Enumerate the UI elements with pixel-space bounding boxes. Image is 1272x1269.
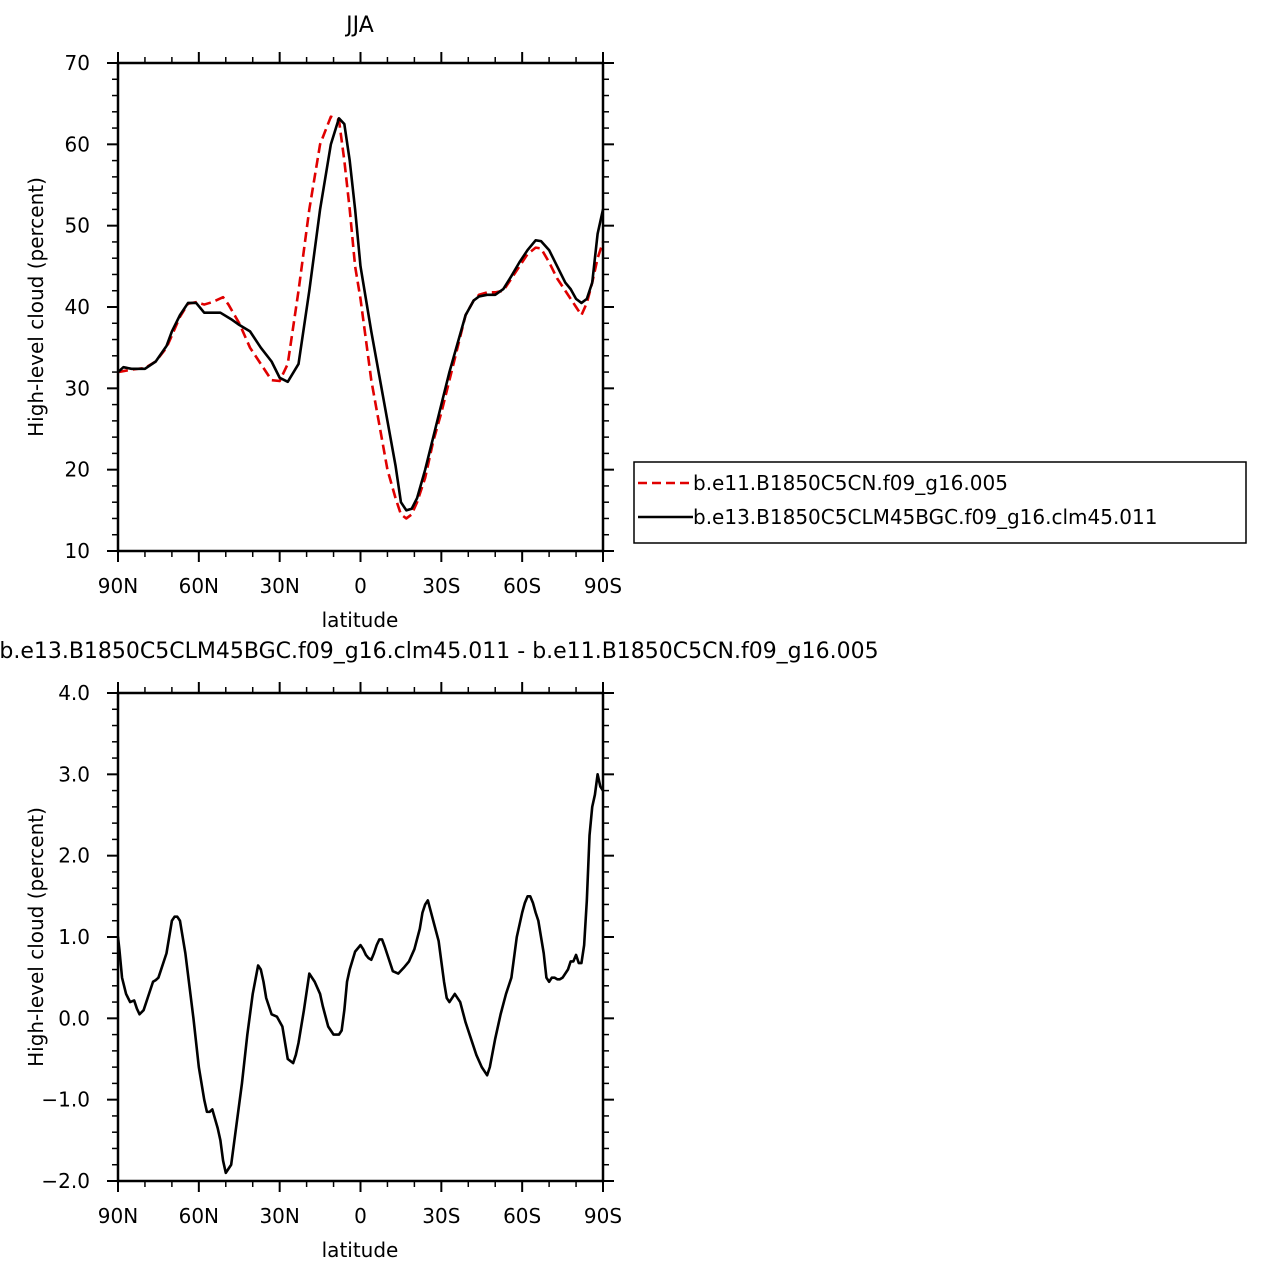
- top-y-tick-label: 20: [65, 458, 90, 482]
- bottom-x-tick-label: 90N: [98, 1204, 138, 1228]
- bottom-plot-frame: [116, 691, 605, 1183]
- bottom-x-tick-label: 60N: [179, 1204, 219, 1228]
- legend-box: [633, 461, 1247, 544]
- top-series: [118, 115, 603, 520]
- bottom-panel: b.e13.B1850C5CLM45BGC.f09_g16.clm45.011 …: [0, 639, 879, 1262]
- legend-label-series-1: b.e11.B1850C5CN.f09_g16.005: [693, 471, 1008, 495]
- bottom-y-tick-label: −2.0: [41, 1169, 90, 1193]
- bottom-y-tick-label: 2.0: [58, 844, 90, 868]
- bottom-ticks: 90N 60N 30N 0 30S 60S 90S −2.0 −1.0 0.0 1.0 2.0 3.0 4…: [41, 681, 622, 1228]
- bottom-x-tick-label: 30N: [259, 1204, 299, 1228]
- top-y-tick-label: 10: [65, 539, 90, 563]
- top-series-line-2: [118, 117, 603, 512]
- top-x-tick-label: 30S: [422, 574, 460, 598]
- bottom-x-axis-title: latitude: [322, 1238, 399, 1262]
- top-x-tick-label: 30N: [259, 574, 299, 598]
- bottom-x-tick-label: 0: [354, 1204, 367, 1228]
- top-panel: JJA 90N 60N 30N 0 30S 60S 90S 10 20 30 40 50 60 70 la…: [24, 13, 1247, 632]
- bottom-series-line-1: [118, 773, 603, 1175]
- top-x-tick-label: 90S: [584, 574, 622, 598]
- bottom-y-tick-label: 1.0: [58, 925, 90, 949]
- bottom-y-tick-label: 0.0: [58, 1006, 90, 1030]
- top-x-tick-label: 60N: [179, 574, 219, 598]
- bottom-y-tick-label: −1.0: [41, 1088, 90, 1112]
- bottom-x-tick-label: 90S: [584, 1204, 622, 1228]
- top-x-tick-label: 90N: [98, 574, 138, 598]
- legend-label-series-2: b.e13.B1850C5CLM45BGC.f09_g16.clm45.011: [693, 505, 1157, 529]
- top-plot-title: JJA: [344, 13, 374, 38]
- bottom-x-tick-label: 30S: [422, 1204, 460, 1228]
- bottom-plot-title: b.e13.B1850C5CLM45BGC.f09_g16.clm45.011 …: [0, 639, 879, 664]
- bottom-series: [118, 773, 603, 1175]
- top-y-axis-title: High-level cloud (percent): [24, 177, 48, 437]
- top-y-tick-label: 60: [65, 132, 90, 156]
- top-x-tick-label: 60S: [503, 574, 541, 598]
- bottom-y-axis-title: High-level cloud (percent): [24, 807, 48, 1067]
- top-y-tick-label: 70: [65, 51, 90, 75]
- bottom-y-tick-label: 4.0: [58, 681, 90, 705]
- top-series-line-1: [118, 115, 603, 520]
- bottom-y-tick-label: 3.0: [58, 762, 90, 786]
- top-x-tick-label: 0: [354, 574, 367, 598]
- top-x-axis-title: latitude: [322, 608, 399, 632]
- top-y-tick-label: 30: [65, 376, 90, 400]
- bottom-x-tick-label: 60S: [503, 1204, 541, 1228]
- top-ticks: 90N 60N 30N 0 30S 60S 90S 10 20 30 40 50 60 70: [65, 51, 623, 598]
- top-y-tick-label: 40: [65, 295, 90, 319]
- top-plot-frame: [116, 61, 605, 553]
- top-y-tick-label: 50: [65, 214, 90, 238]
- top-legend: b.e11.B1850C5CN.f09_g16.005 b.e13.B1850C…: [633, 461, 1247, 544]
